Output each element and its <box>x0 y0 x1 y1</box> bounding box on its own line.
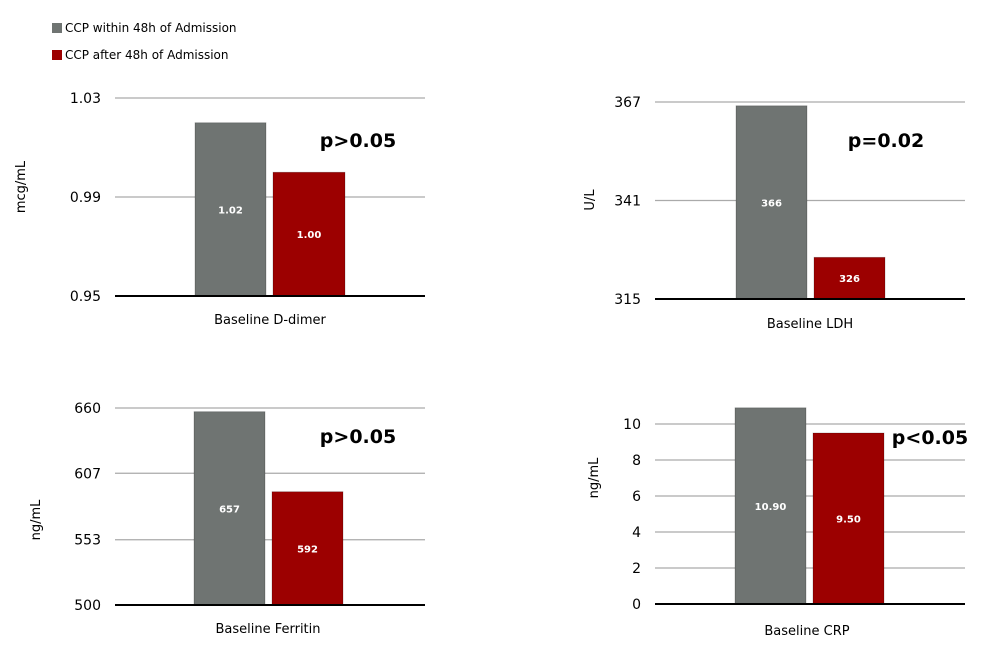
p-value-annotation-ddimer: p>0.05 <box>320 130 396 152</box>
legend-label-within-48h: CCP within 48h of Admission <box>65 21 237 35</box>
bar-ddimer-after-48h <box>272 171 346 297</box>
category-label-ldh: Baseline LDH <box>767 317 853 332</box>
data-label-ferritin-after-48h: 592 <box>297 544 318 555</box>
y-tick-label-crp: 4 <box>632 525 641 541</box>
p-value-annotation-ldh: p=0.02 <box>848 130 924 152</box>
p-value-annotation-ferritin: p>0.05 <box>320 426 396 448</box>
legend-swatch-within-48h <box>52 23 62 33</box>
bar-crp-after-48h <box>812 432 885 605</box>
y-tick-label-ldh: 341 <box>614 194 641 210</box>
data-label-ddimer-after-48h: 1.00 <box>297 230 322 241</box>
y-tick-label-crp: 0 <box>632 597 641 613</box>
legend-swatch-after-48h <box>52 50 62 60</box>
legend: CCP within 48h of Admission CCP after 48… <box>52 20 237 74</box>
y-tick-label-ferritin: 553 <box>74 533 101 549</box>
bar-ferritin-within-48h <box>193 411 266 606</box>
data-label-crp-after-48h: 9.50 <box>836 515 861 526</box>
data-label-ferritin-within-48h: 657 <box>219 504 240 515</box>
y-axis-label-ldh: U/L <box>583 189 598 211</box>
y-tick-label-ldh: 315 <box>614 292 641 308</box>
bar-crp-within-48h <box>734 407 807 605</box>
y-tick-label-crp: 6 <box>632 489 641 505</box>
category-label-ddimer: Baseline D-dimer <box>214 313 326 328</box>
category-label-ferritin: Baseline Ferritin <box>215 622 320 637</box>
y-tick-label-ferritin: 660 <box>74 401 101 417</box>
y-tick-label-crp: 10 <box>623 417 641 433</box>
legend-item-within-48h: CCP within 48h of Admission <box>52 20 237 36</box>
category-label-crp: Baseline CRP <box>764 624 849 639</box>
y-axis-label-crp: ng/mL <box>587 457 602 499</box>
data-label-ddimer-within-48h: 1.02 <box>218 205 243 216</box>
y-tick-label-ddimer: 1.03 <box>70 91 101 107</box>
y-axis-label-ddimer: mcg/mL <box>14 160 29 213</box>
legend-item-after-48h: CCP after 48h of Admission <box>52 47 237 63</box>
data-label-ldh-within-48h: 366 <box>761 198 782 209</box>
y-tick-label-ferritin: 500 <box>74 598 101 614</box>
y-tick-label-ldh: 367 <box>614 95 641 111</box>
p-value-annotation-crp: p<0.05 <box>892 427 968 449</box>
data-label-crp-within-48h: 10.90 <box>755 502 787 513</box>
data-label-ldh-after-48h: 326 <box>839 274 860 285</box>
y-axis-label-ferritin: ng/mL <box>29 499 44 541</box>
y-tick-label-ferritin: 607 <box>74 466 101 482</box>
y-tick-label-ddimer: 0.99 <box>70 190 101 206</box>
y-tick-label-ddimer: 0.95 <box>70 289 101 305</box>
y-tick-label-crp: 8 <box>632 453 641 469</box>
y-tick-label-crp: 2 <box>632 561 641 577</box>
legend-label-after-48h: CCP after 48h of Admission <box>65 48 229 62</box>
